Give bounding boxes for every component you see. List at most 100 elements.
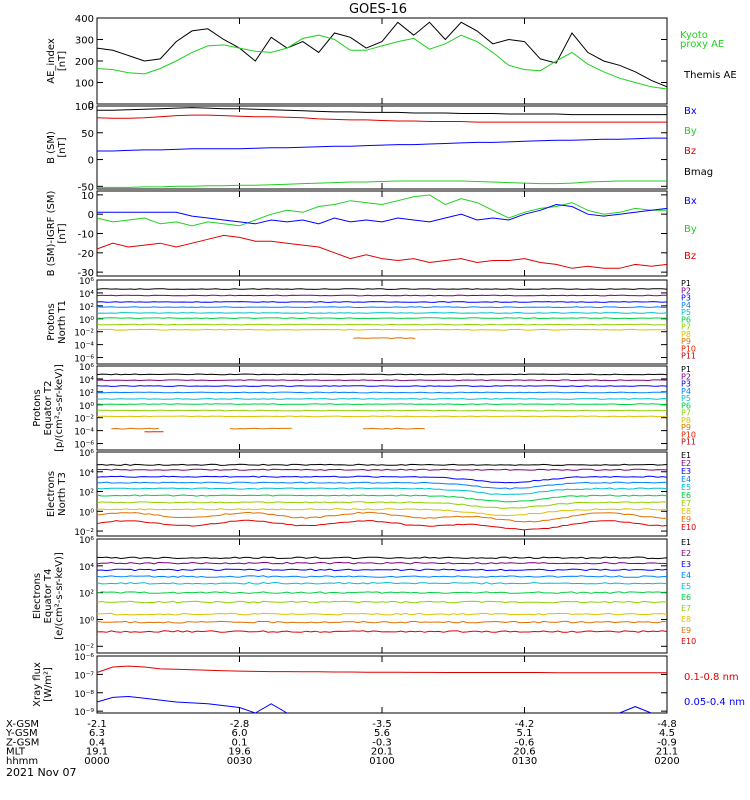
- channel-label: P5: [681, 308, 691, 317]
- panel-frame: [96, 105, 668, 190]
- panel-frame: [96, 538, 668, 654]
- y-axis-label: ProtonsEquator T2[p/(cm²-s-sr-keV)]: [32, 364, 65, 452]
- series-line-e6: [96, 591, 668, 594]
- channel-label: E1: [681, 451, 691, 460]
- channel-label: P9: [681, 423, 691, 432]
- channel-label: P9: [681, 337, 691, 346]
- footer-value-hhmm: 0100: [369, 756, 394, 767]
- series-line-0-05-0-4-nm: [96, 695, 288, 714]
- legend-label: Themis AE: [683, 70, 737, 81]
- y-tick-label: 10⁶: [79, 277, 94, 287]
- series-line-p1: [96, 373, 668, 376]
- channel-label: E4: [681, 475, 691, 484]
- series-line-e1: [96, 463, 668, 466]
- series-line-e6: [96, 494, 668, 503]
- footer-row-label: hhmm: [6, 756, 38, 767]
- y-tick-label: 10⁻²: [74, 528, 94, 538]
- channel-label: P11: [681, 438, 696, 447]
- y-tick-label: 10⁶: [79, 449, 94, 459]
- y-tick-label: 100: [75, 79, 94, 90]
- y-tick-label: 10⁻²: [74, 329, 94, 339]
- legend-label: Bmag: [684, 167, 713, 178]
- y-tick-label: 10⁴: [79, 469, 94, 479]
- series-line-p4: [96, 391, 668, 394]
- footer-value-hhmm: 0000: [84, 756, 109, 767]
- panel-frame: [96, 190, 668, 277]
- series-line-p8: [96, 415, 668, 418]
- series-line-p3: [96, 301, 668, 303]
- footer-value-mlt: 20.1: [371, 747, 393, 758]
- channel-label: P3: [681, 380, 691, 389]
- panel-frame: [96, 279, 668, 365]
- y-tick-label: 10⁻⁶: [74, 441, 94, 451]
- y-tick-label: 0: [88, 156, 94, 167]
- series-line-p6: [96, 403, 668, 406]
- footer-value-ygsm: 4.5: [659, 728, 675, 739]
- y-tick-label: 10⁻⁴: [74, 342, 94, 352]
- y-tick-label: 10⁴: [79, 290, 94, 300]
- channel-label: E7: [681, 604, 691, 613]
- channel-label: P7: [681, 409, 691, 418]
- footer-value-zgsm: -0.9: [657, 737, 677, 748]
- y-tick-label: 0: [88, 210, 94, 221]
- series-line-e9: [96, 620, 668, 624]
- y-axis-label: Xray flux[W/m²]: [32, 662, 54, 707]
- channel-label: E5: [681, 483, 691, 492]
- channel-label: P8: [681, 416, 691, 425]
- series-line-p9: [111, 427, 159, 430]
- series-line-e3: [96, 475, 668, 484]
- series-line-e4: [97, 481, 668, 490]
- footer-value-xgsm: -2.8: [230, 719, 250, 730]
- channel-label: E8: [681, 615, 691, 624]
- footer-value-hhmm: 0030: [227, 756, 252, 767]
- channel-label: P1: [681, 365, 691, 374]
- series-line-e1: [96, 556, 668, 560]
- series-line-0-05-0-4-nm: [619, 706, 652, 714]
- footer-value-ygsm: 5.6: [374, 728, 390, 739]
- channel-label: P10: [681, 430, 696, 439]
- y-tick-label: 0: [88, 100, 94, 111]
- channel-label: P7: [681, 323, 691, 332]
- series-line-e2: [96, 561, 668, 565]
- footer-value-zgsm: -0.3: [372, 737, 392, 748]
- y-tick-label: 10⁻⁶: [74, 355, 94, 365]
- series-line-p9: [353, 337, 416, 340]
- series-line-by: [97, 180, 667, 188]
- y-tick-label: 400: [75, 14, 94, 25]
- series-line-e10: [96, 630, 668, 633]
- legend-label: Bx: [684, 106, 697, 117]
- channel-label: E8: [681, 507, 691, 516]
- panel-frame: [96, 655, 668, 714]
- series-line-e7: [96, 600, 668, 604]
- y-tick-label: 10⁻⁴: [74, 428, 94, 438]
- legend-label: 0.1-0.8 nm: [684, 672, 739, 683]
- y-axis-label: B (SM)-IGRF (SM)[nT]: [46, 191, 68, 277]
- channel-label: E7: [681, 499, 691, 508]
- ephemeris-footer: 2021 Nov 07 X-GSMY-GSMZ-GSMMLThhmm-2.16.…: [5, 719, 680, 779]
- footer-value-zgsm: 0.1: [232, 737, 248, 748]
- y-tick-label: 10⁰: [79, 508, 94, 518]
- footer-date: 2021 Nov 07: [6, 766, 76, 779]
- y-tick-label: -30: [78, 268, 94, 279]
- channel-label: P5: [681, 394, 691, 403]
- series-line-e9: [96, 511, 668, 523]
- channel-label: E6: [681, 491, 691, 500]
- y-tick-label: 10⁴: [79, 376, 94, 386]
- series-line-e5: [96, 487, 668, 495]
- footer-value-hhmm: 0130: [512, 756, 537, 767]
- y-tick-label: 50: [81, 129, 94, 140]
- series-line-p6: [96, 317, 668, 320]
- series-line-p9: [229, 427, 292, 430]
- y-axis-label: ElectronsNorth T3: [46, 471, 68, 517]
- y-tick-label: 10²: [79, 389, 94, 399]
- series-line-by: [96, 194, 667, 227]
- series-line-p2: [96, 294, 667, 297]
- channel-label: E10: [681, 637, 696, 646]
- series-line-p2: [96, 379, 668, 382]
- series-line-p4: [96, 306, 667, 309]
- series-line-p7: [96, 323, 668, 326]
- series-line-p9: [362, 427, 425, 430]
- panel-xray: 10⁻⁹ 10⁻⁸ 10⁻⁷ 10⁻⁶ Xray flux[W/m²] 0.1-0.8 n…: [32, 653, 745, 718]
- channel-label: E2: [681, 549, 691, 558]
